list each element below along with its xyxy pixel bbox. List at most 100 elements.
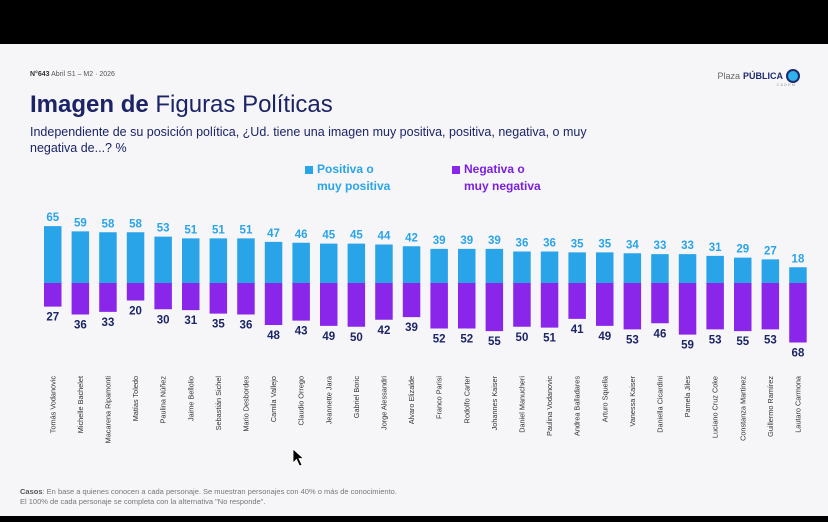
bar-negative <box>761 283 780 330</box>
bar-positive <box>126 232 145 283</box>
data-label-positive: 33 <box>654 240 667 252</box>
bar-negative <box>320 283 338 326</box>
brand-prefix: Plaza <box>717 71 740 81</box>
data-label-negative: 36 <box>74 320 87 332</box>
bar-positive <box>375 244 393 283</box>
category-label: Arturo Squella <box>600 375 609 422</box>
footnote-line1: : En base a quienes conocen a cada perso… <box>42 487 397 496</box>
data-label-negative: 41 <box>571 324 584 336</box>
data-label-negative: 53 <box>709 334 722 346</box>
mouse-pointer-icon <box>292 448 304 467</box>
bar-negative <box>789 283 807 343</box>
bar-negative <box>706 283 724 330</box>
category-label: Andrea Balladares <box>573 376 582 436</box>
bar-positive <box>154 236 172 283</box>
legend-positive: Positiva o muy positiva <box>305 161 390 195</box>
data-label-negative: 51 <box>543 333 556 345</box>
category-label: Pamela Jiles <box>683 376 692 418</box>
data-label-positive: 18 <box>792 253 805 265</box>
bar-negative <box>237 283 255 315</box>
bar-negative <box>209 283 228 314</box>
data-label-positive: 39 <box>488 235 501 247</box>
category-label: Lautaro Carmona <box>793 375 802 433</box>
data-label-negative: 53 <box>626 334 639 346</box>
bar-negative <box>402 283 421 318</box>
data-label-positive: 51 <box>212 224 225 236</box>
bar-positive <box>596 252 614 283</box>
bar-negative <box>182 283 200 311</box>
bar-positive <box>237 238 255 283</box>
legend-negative-swatch <box>452 166 460 174</box>
bar-negative <box>126 283 145 301</box>
data-label-negative: 68 <box>792 348 805 360</box>
bar-positive <box>320 243 338 283</box>
bar-positive <box>513 251 531 283</box>
category-label: Guillermo Ramírez <box>766 376 775 437</box>
data-label-negative: 59 <box>681 340 694 352</box>
bar-positive <box>706 255 724 283</box>
bar-negative <box>568 283 586 319</box>
data-label-positive: 35 <box>598 238 611 250</box>
data-label-positive: 27 <box>764 245 777 257</box>
legend-positive-swatch <box>305 166 313 174</box>
category-label: Macarena Ripamonti <box>103 376 112 444</box>
bar-negative <box>347 283 366 327</box>
data-label-negative: 36 <box>240 320 253 332</box>
category-label: Vanessa Kaiser <box>628 375 637 426</box>
bar-positive <box>347 243 366 283</box>
data-label-negative: 46 <box>654 328 667 340</box>
bar-negative <box>375 283 393 320</box>
data-label-negative: 35 <box>212 319 225 331</box>
data-label-negative: 50 <box>350 332 363 344</box>
category-label: Luciano Cruz Coke <box>711 376 720 438</box>
category-label: Jaime Bellolio <box>186 376 195 421</box>
category-label: Claudio Orrego <box>297 376 306 425</box>
data-label-positive: 29 <box>736 244 749 256</box>
category-label: Daniel Manucheri <box>517 376 526 433</box>
bar-positive <box>623 253 642 283</box>
bar-positive <box>568 252 586 283</box>
category-label: Alvaro Elizalde <box>407 376 416 424</box>
legend-positive-line2: muy positiva <box>317 179 391 193</box>
bar-negative <box>623 283 642 330</box>
category-label: Johannes Kaiser <box>490 375 499 430</box>
data-label-positive: 47 <box>267 228 280 240</box>
data-label-positive: 35 <box>571 238 584 250</box>
bar-positive <box>99 232 117 283</box>
data-label-negative: 39 <box>405 322 418 334</box>
data-label-negative: 48 <box>267 330 280 342</box>
title-regular: Figuras Políticas <box>155 91 333 118</box>
legend-positive-line1: Positiva o <box>317 162 374 176</box>
data-label-negative: 52 <box>433 334 446 346</box>
data-label-positive: 58 <box>129 218 142 230</box>
data-label-negative: 30 <box>157 314 170 326</box>
bar-positive <box>44 226 62 283</box>
bar-negative <box>71 283 90 315</box>
data-label-positive: 36 <box>543 238 556 250</box>
brand-circle-icon <box>786 69 800 83</box>
category-label: Sebastián Sichel <box>214 376 223 431</box>
page-title: Imagen de Figuras Políticas <box>30 91 333 119</box>
data-label-positive: 36 <box>516 238 529 250</box>
data-label-positive: 51 <box>184 224 197 236</box>
category-label: Constanza Martinez <box>738 376 747 441</box>
bar-negative <box>734 283 752 332</box>
bar-negative <box>99 283 117 312</box>
category-label: Paulina Vodanovic <box>545 376 554 436</box>
bar-positive <box>402 246 421 283</box>
data-label-positive: 46 <box>295 229 308 241</box>
data-label-positive: 58 <box>102 218 115 230</box>
category-label: Michelle Bachelet <box>76 376 85 433</box>
issue-dates: Abril S1 – M2 · 2026 <box>51 71 115 78</box>
page-subtitle: Independiente de su posición política, ¿… <box>30 125 587 155</box>
category-label: Franco Parisi <box>435 376 444 419</box>
data-label-negative: 20 <box>129 306 142 318</box>
bar-negative <box>430 283 448 329</box>
bar-negative <box>264 283 283 325</box>
footnote: Casos: En base a quienes conocen a cada … <box>20 487 620 507</box>
data-label-negative: 55 <box>736 336 749 348</box>
data-label-negative: 49 <box>322 331 335 343</box>
bar-positive <box>209 238 228 283</box>
data-label-positive: 45 <box>350 230 363 242</box>
bar-positive <box>71 231 90 283</box>
